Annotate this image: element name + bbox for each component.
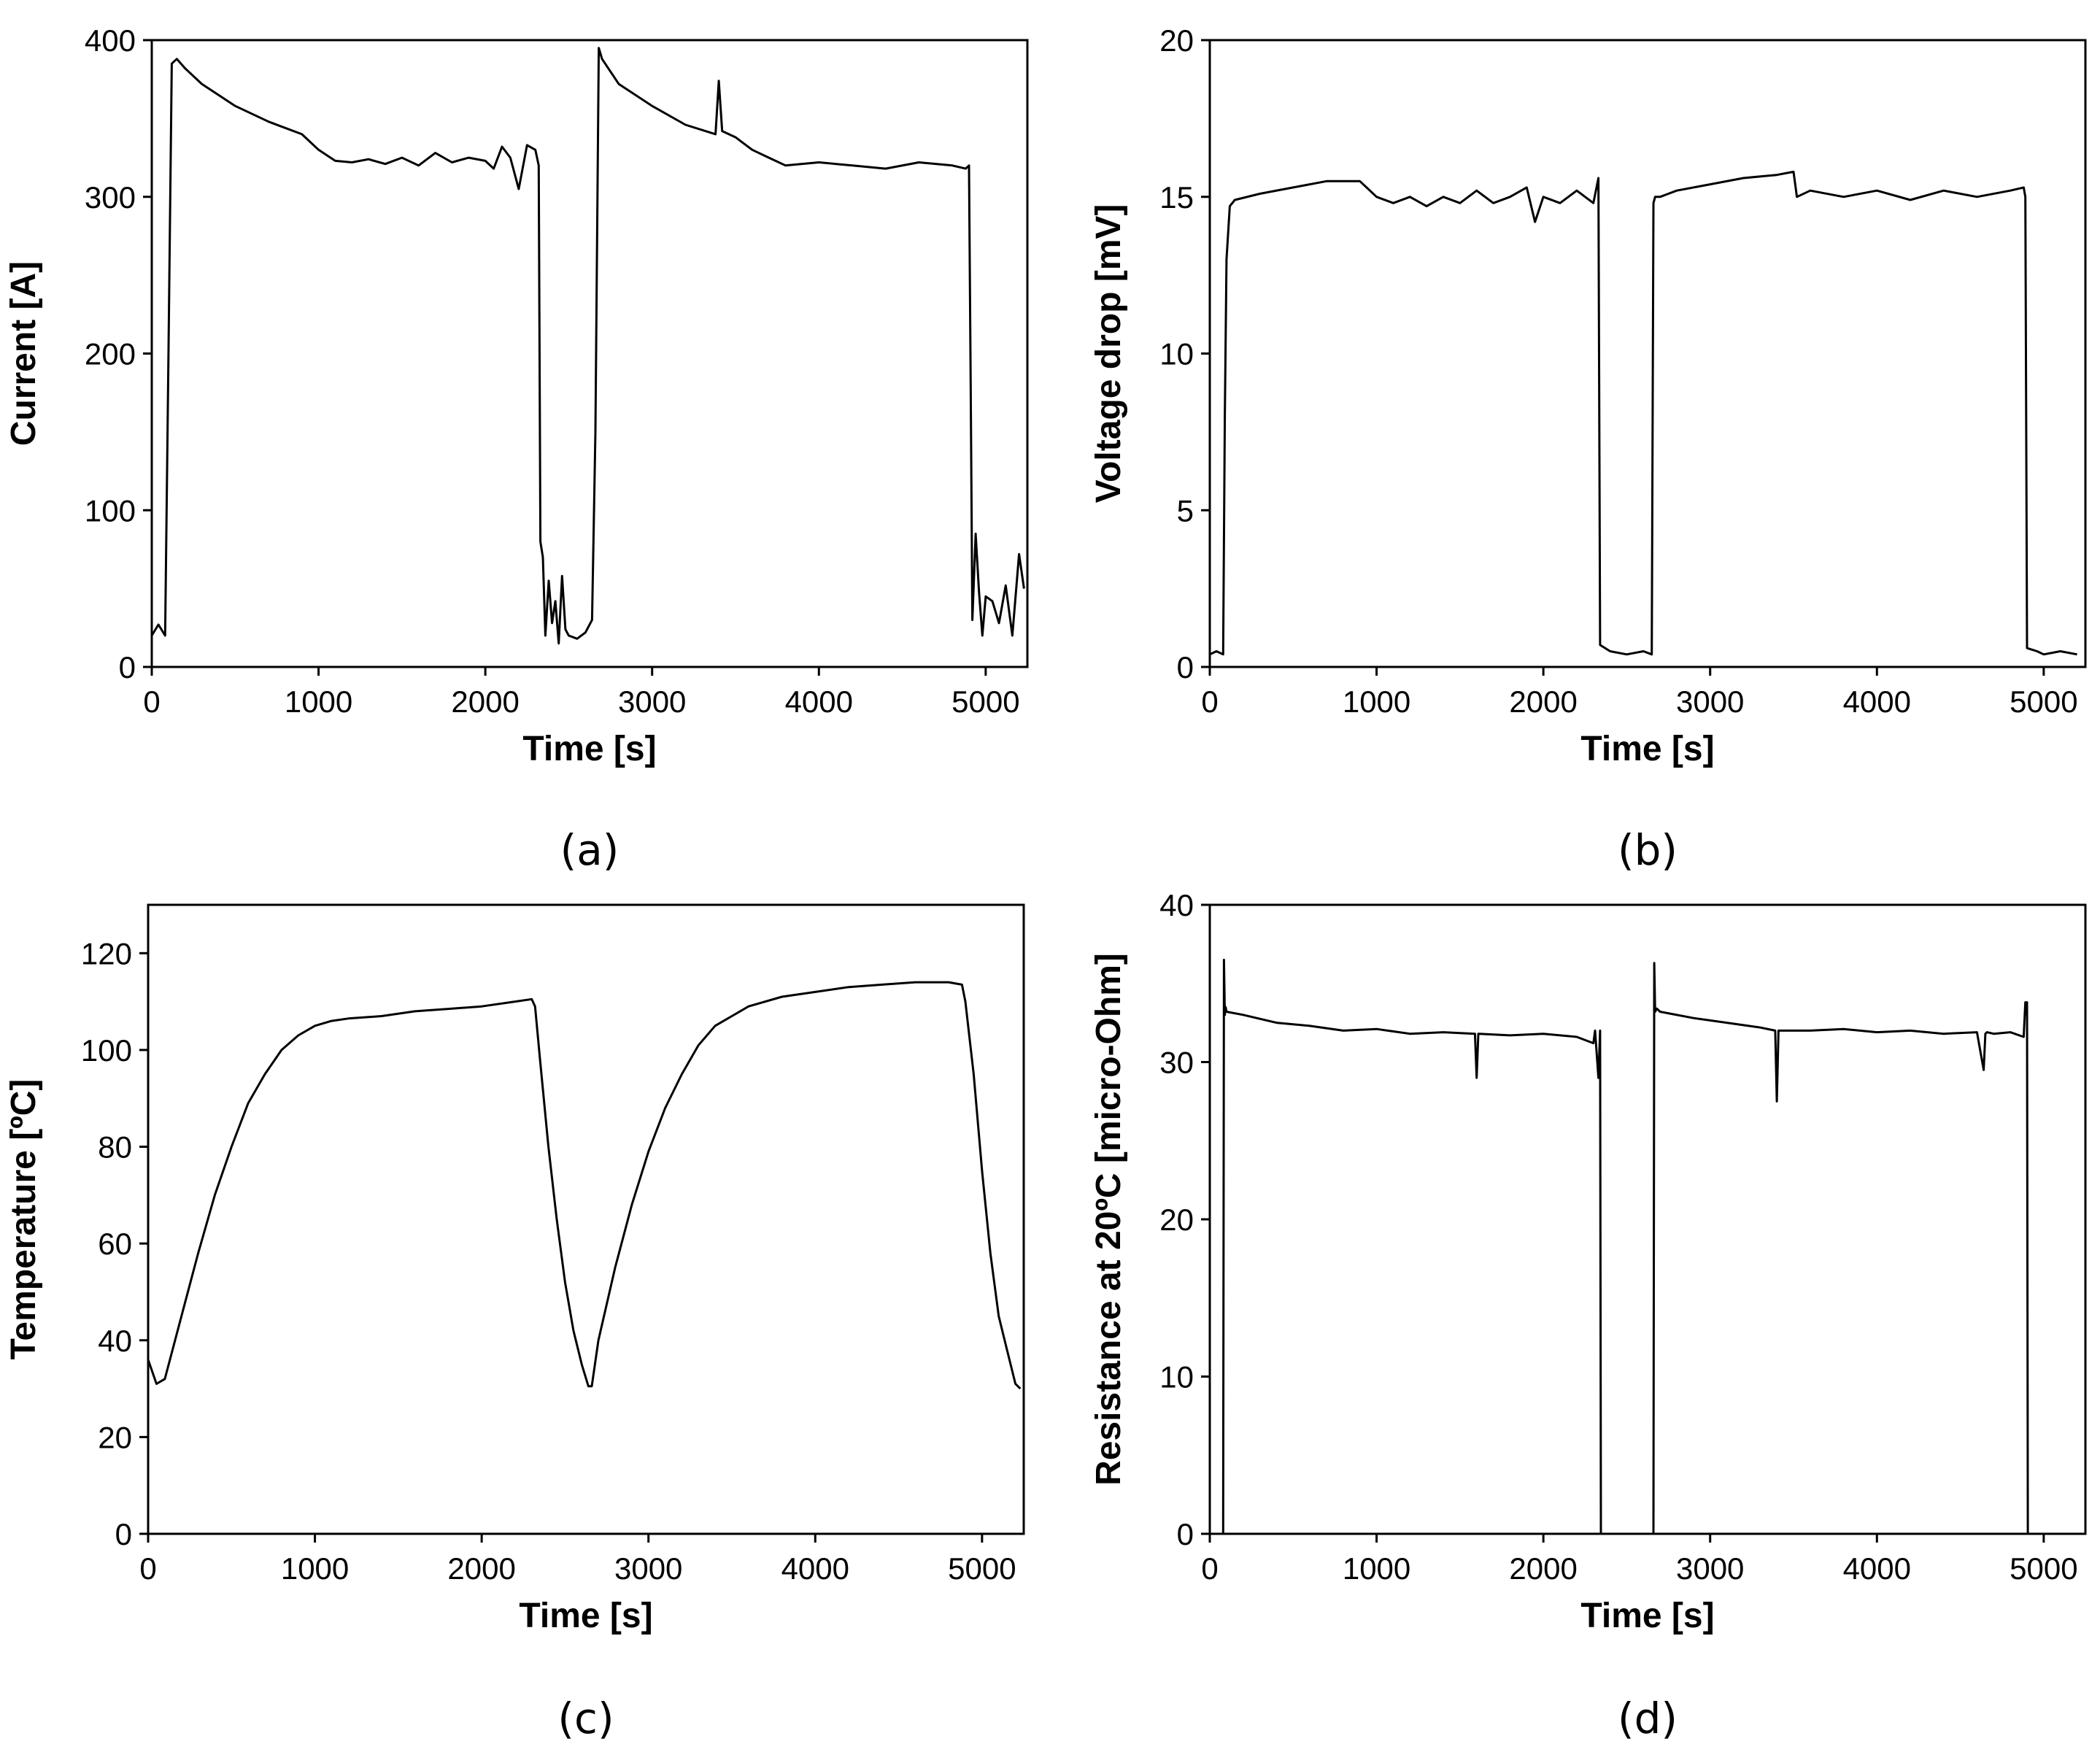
y-tick-label: 5	[1177, 493, 1194, 528]
y-tick-label: 10	[1159, 1360, 1194, 1394]
x-tick-label: 3000	[614, 1551, 682, 1586]
y-axis-title: Temperature [ºC]	[4, 1079, 43, 1360]
y-tick-label: 0	[115, 1517, 132, 1551]
x-tick-label: 5000	[2010, 684, 2077, 719]
y-tick-label: 0	[1177, 1517, 1194, 1551]
x-tick-label: 4000	[785, 684, 853, 719]
x-axis-title: Time [s]	[1580, 1597, 1714, 1635]
panel-caption: (b)	[1618, 825, 1678, 875]
x-tick-label: 0	[143, 684, 160, 719]
x-tick-label: 4000	[781, 1551, 849, 1586]
x-tick-label: 0	[1201, 1551, 1218, 1586]
x-tick-label: 4000	[1843, 1551, 1911, 1586]
y-tick-label: 60	[98, 1227, 132, 1261]
x-tick-label: 2000	[1509, 684, 1577, 719]
x-tick-label: 1000	[1343, 684, 1410, 719]
x-tick-label: 3000	[1676, 1551, 1744, 1586]
y-axis-title: Voltage drop [mV]	[1089, 204, 1128, 503]
y-tick-label: 400	[85, 23, 136, 58]
x-tick-label: 5000	[951, 684, 1019, 719]
y-tick-label: 30	[1159, 1046, 1194, 1080]
x-tick-label: 2000	[1509, 1551, 1577, 1586]
y-tick-label: 20	[98, 1420, 132, 1454]
x-tick-label: 5000	[948, 1551, 1016, 1586]
x-tick-label: 1000	[281, 1551, 349, 1586]
y-tick-label: 120	[81, 936, 132, 970]
y-tick-label: 300	[85, 180, 136, 215]
chart-c: 0 1000 2000 3000 4000 5000 0 20 40 60 80 100 120 Time…	[4, 903, 1025, 1743]
x-tick-label: 0	[1201, 684, 1218, 719]
x-tick-label: 3000	[1676, 684, 1744, 719]
y-tick-label: 80	[98, 1130, 132, 1165]
y-axis-title: Current [A]	[4, 261, 43, 446]
x-tick-label: 1000	[1343, 1551, 1410, 1586]
y-axis-title: Resistance at 20ºC [micro-Ohm]	[1089, 953, 1128, 1486]
y-tick-label: 10	[1159, 337, 1194, 371]
x-tick-label: 4000	[1843, 684, 1911, 719]
y-tick-label: 20	[1159, 1203, 1194, 1237]
plot-frame	[1208, 903, 2087, 1535]
series-line-resistance	[1221, 958, 2029, 1535]
y-tick-label: 40	[98, 1324, 132, 1358]
chart-b: 0 1000 2000 3000 4000 5000 0 5 10 15 20 Time [s] Vol…	[1089, 23, 2087, 875]
panel-caption: (c)	[557, 1694, 614, 1743]
chart-d: 0 1000 2000 3000 4000 5000 0 10 20 30 40 Time [s] Re…	[1089, 888, 2087, 1743]
x-tick-label: 1000	[285, 684, 352, 719]
series-line-voltage-drop	[1209, 170, 2077, 656]
x-axis-title: Time [s]	[1580, 730, 1714, 768]
plot-frame	[150, 39, 1029, 668]
plot-frame	[1208, 39, 2087, 668]
series-line-temperature	[147, 981, 1022, 1390]
y-tick-label: 100	[85, 493, 136, 528]
x-tick-label: 2000	[447, 1551, 515, 1586]
chart-a: 0 1000 2000 3000 4000 5000 0 100 200 300 400 Time […	[4, 23, 1029, 875]
y-tick-label: 15	[1159, 180, 1194, 215]
series-line-current	[150, 47, 1025, 645]
y-tick-label: 20	[1159, 23, 1194, 58]
x-tick-label: 0	[139, 1551, 156, 1586]
plot-frame	[147, 903, 1025, 1535]
y-tick-label: 100	[81, 1033, 132, 1068]
y-tick-label: 40	[1159, 888, 1194, 922]
x-tick-label: 2000	[451, 684, 519, 719]
x-tick-label: 3000	[618, 684, 686, 719]
y-tick-label: 0	[119, 650, 136, 684]
y-tick-label: 0	[1177, 650, 1194, 684]
x-axis-title: Time [s]	[519, 1597, 652, 1635]
panel-caption: (a)	[560, 825, 619, 875]
y-tick-label: 200	[85, 337, 136, 371]
panel-caption: (d)	[1618, 1694, 1678, 1743]
x-axis-title: Time [s]	[522, 730, 656, 768]
x-tick-label: 5000	[2010, 1551, 2077, 1586]
